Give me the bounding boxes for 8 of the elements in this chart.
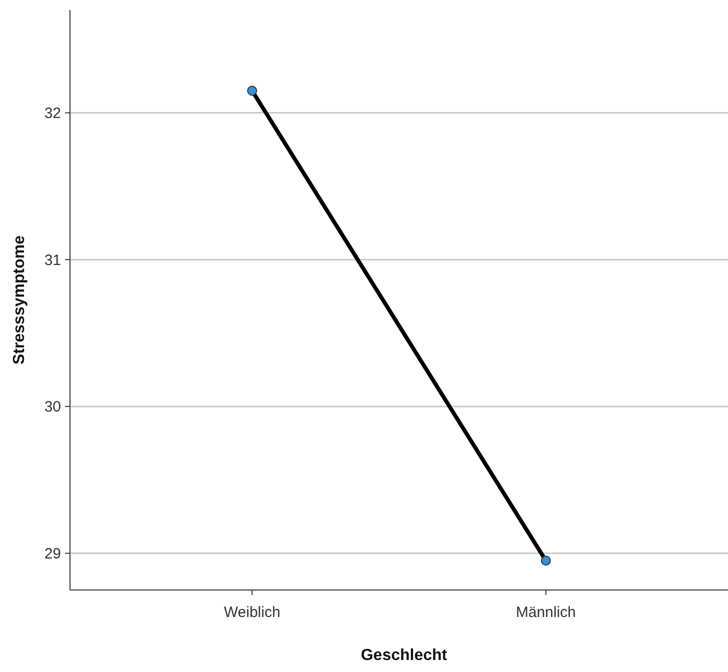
y-axis-title: Stresssymptome — [11, 235, 28, 364]
x-tick-label: Männlich — [516, 604, 576, 621]
x-tick-label: Weiblich — [224, 604, 280, 621]
y-tick-label: 32 — [44, 105, 61, 122]
y-tick-label: 30 — [44, 398, 61, 416]
x-axis-title: Geschlecht — [360, 647, 448, 664]
y-tick-label: 29 — [44, 546, 61, 563]
y-tick-label: 31 — [44, 252, 61, 269]
